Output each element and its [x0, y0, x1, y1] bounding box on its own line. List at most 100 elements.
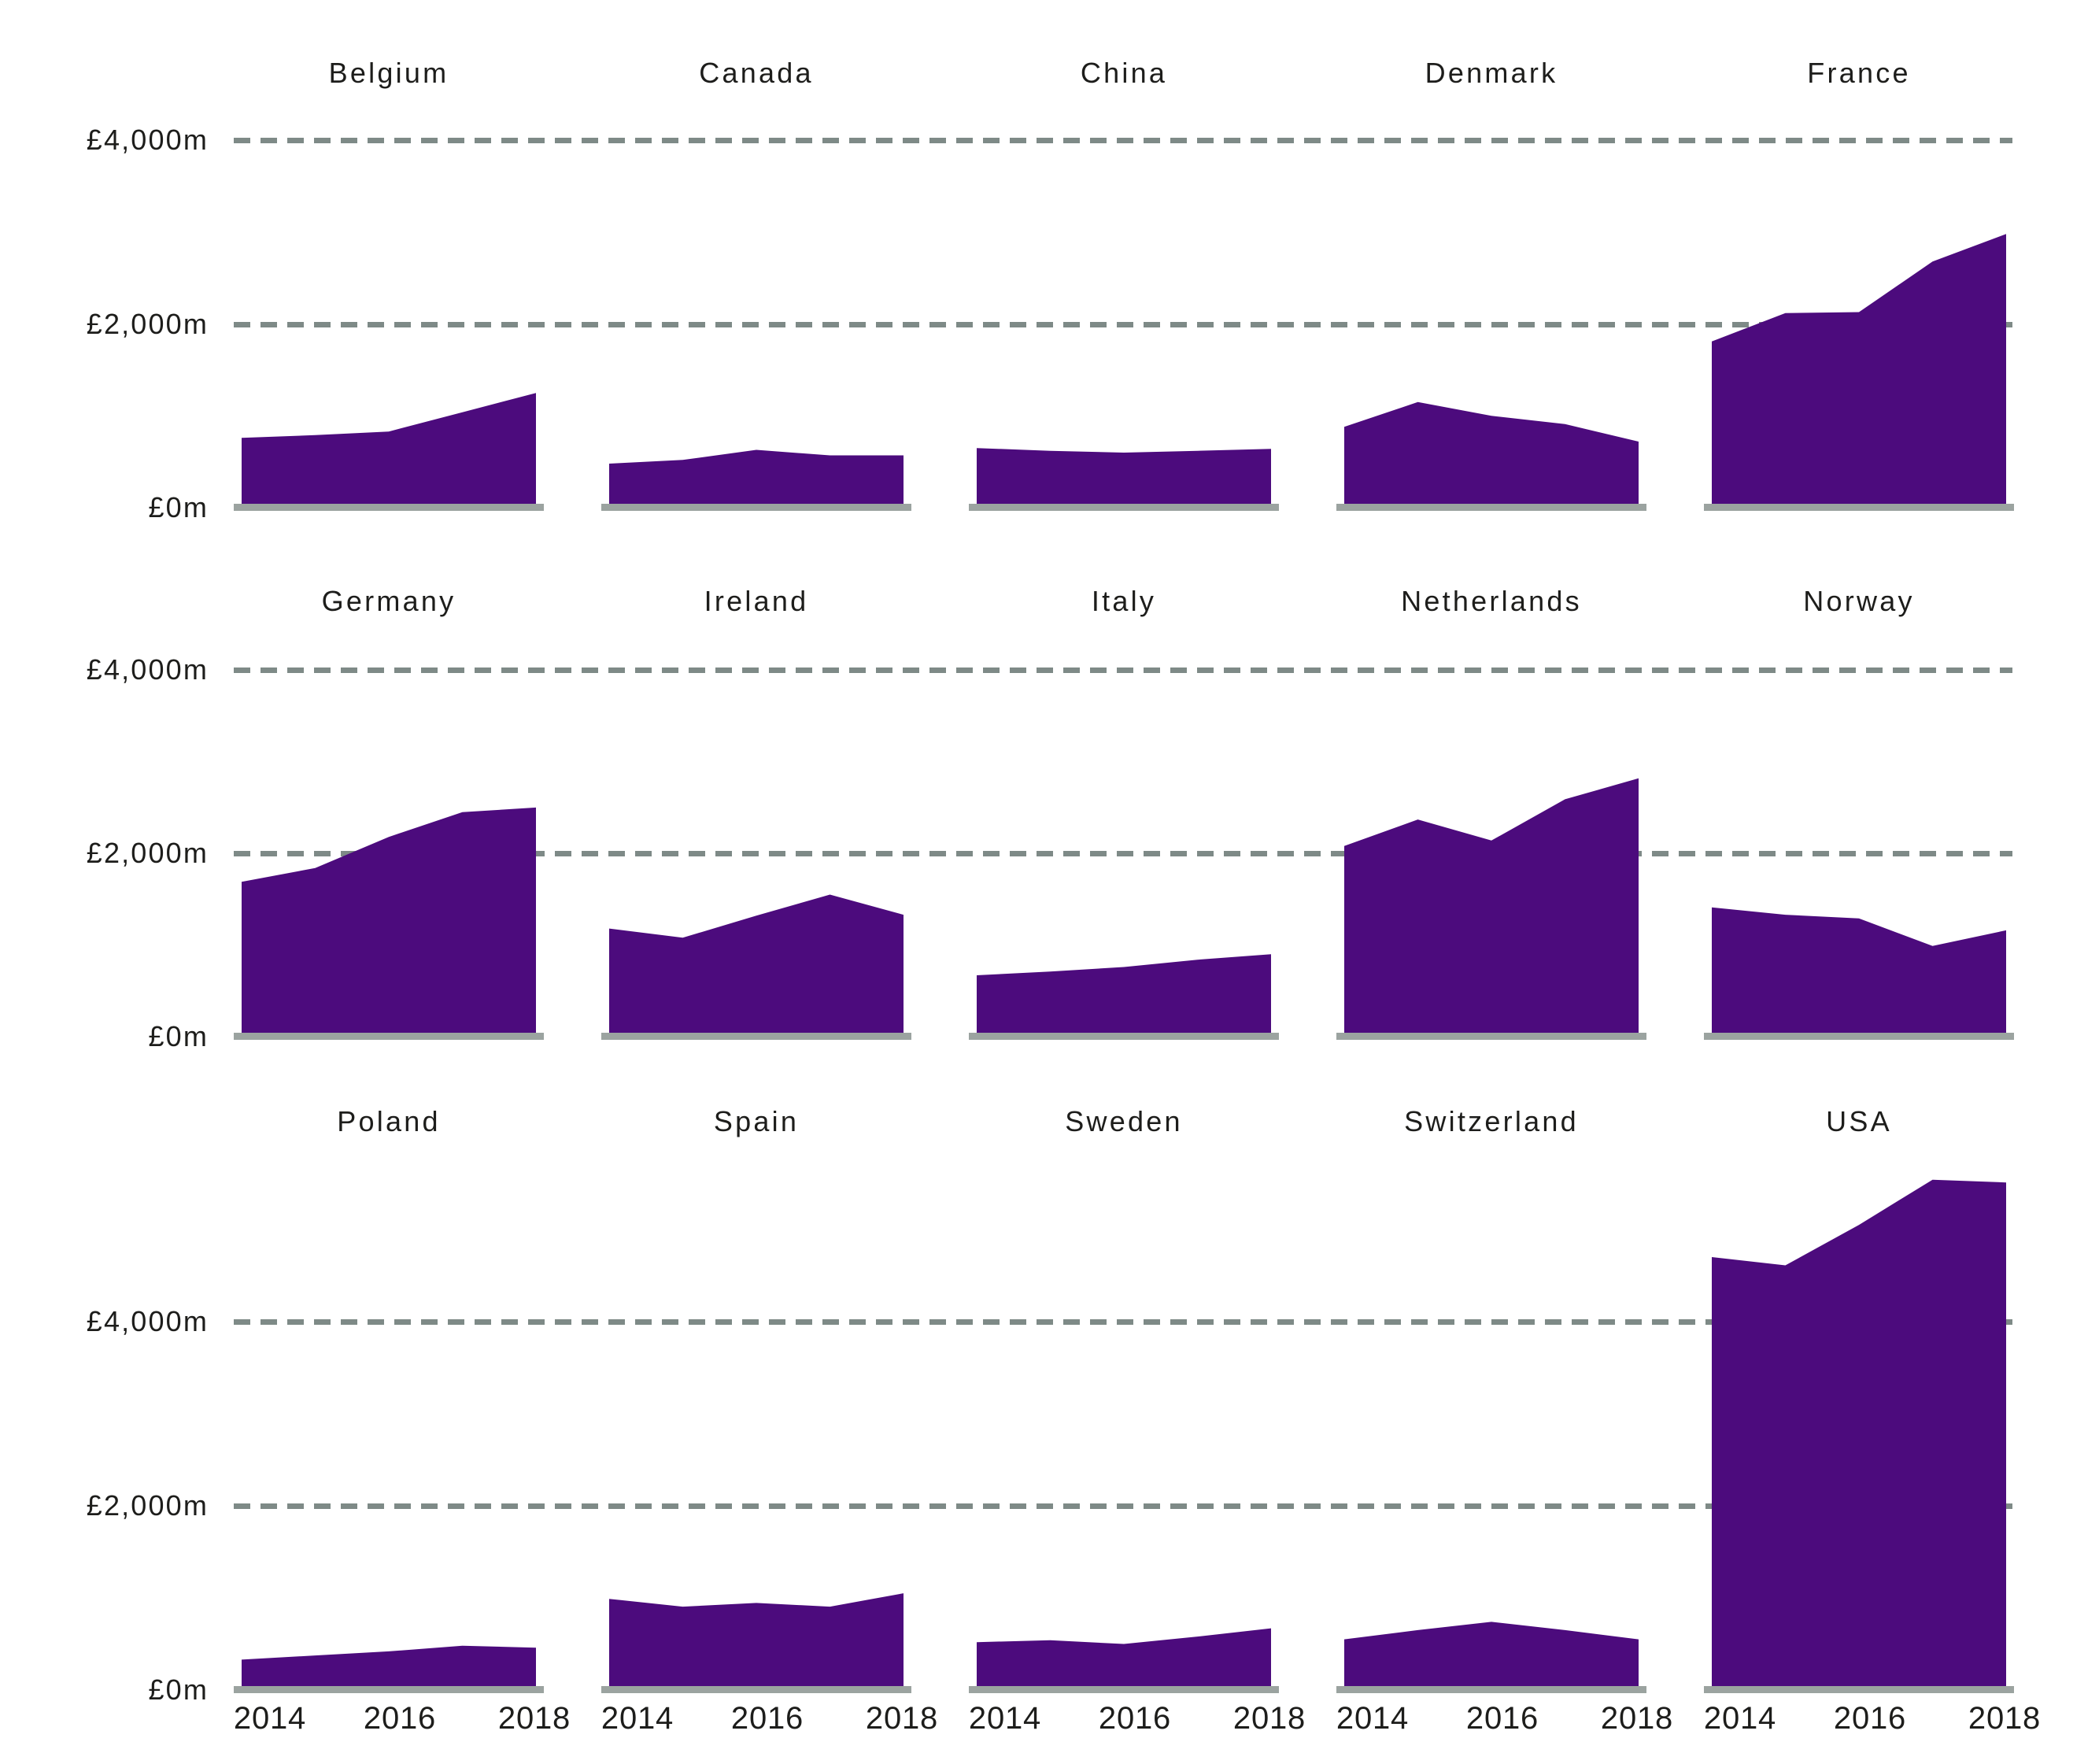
area-shape-belgium: [242, 393, 536, 508]
panel-usa: USA 2014 2016 2018: [1704, 1078, 2040, 1749]
x-axis-line-netherlands: [1336, 1033, 1646, 1040]
plot-area-canada: [601, 122, 911, 511]
x-tick-label-2018: 2018: [865, 1701, 939, 1736]
area-shape-switzerland: [1344, 1622, 1639, 1690]
x-tick-label-2018: 2018: [497, 1701, 571, 1736]
area-shape-netherlands: [1344, 778, 1639, 1037]
panel-title-china: China: [1080, 56, 1168, 89]
x-tick-label-2014: 2014: [1336, 1701, 1410, 1736]
facet-row-2: £2,000m £4,000m £0m Germany Ireland Italy Neth…: [0, 551, 2099, 1052]
area-svg-germany: [242, 807, 536, 1037]
area-shape-denmark: [1344, 401, 1639, 508]
y-axis-label-4000m: £4,000m: [86, 124, 209, 157]
x-axis-line-france: [1704, 504, 2014, 511]
x-axis-line-sweden: [969, 1686, 1279, 1693]
x-axis-line-germany: [234, 1033, 544, 1040]
panel-title-belgium: Belgium: [328, 56, 449, 89]
x-tick-label-2014: 2014: [233, 1701, 307, 1736]
plot-area-china: [969, 122, 1279, 511]
y-axis-label-2000m: £2,000m: [86, 1488, 209, 1522]
x-tick-labels-usa: 2014 2016 2018: [1704, 1690, 2040, 1749]
x-tick-label-2016: 2016: [1098, 1701, 1172, 1736]
area-svg-denmark: [1344, 401, 1639, 508]
x-tick-label-2018: 2018: [1968, 1701, 2042, 1736]
y-axis-label-2000m: £2,000m: [86, 307, 209, 340]
area-shape-sweden: [977, 1628, 1271, 1690]
x-axis-line-spain: [601, 1686, 911, 1693]
y-axis-label-0m: £0m: [148, 491, 209, 523]
area-svg-netherlands: [1344, 778, 1639, 1037]
panel-belgium: Belgium: [234, 24, 544, 511]
plot-area-poland: [234, 1165, 544, 1693]
area-svg-france: [1712, 234, 2006, 508]
plot-area-italy: [969, 652, 1279, 1040]
area-shape-norway: [1712, 907, 2006, 1037]
area-svg-italy: [977, 954, 1271, 1037]
facet-row-1: £2,000m £4,000m £0m Belgium Canada China Denma…: [0, 24, 2099, 523]
panel-title-france: France: [1807, 56, 1911, 89]
plot-area-ireland: [601, 652, 911, 1040]
x-tick-label-2014: 2014: [601, 1701, 674, 1736]
panel-title-spain: Spain: [713, 1105, 800, 1137]
panel-switzerland: Switzerland 2014 2016 2018: [1336, 1078, 1672, 1749]
area-svg-switzerland: [1344, 1622, 1639, 1690]
panel-title-ireland: Ireland: [704, 585, 809, 617]
gridline-4000m: [234, 668, 2012, 674]
area-shape-spain: [609, 1593, 904, 1690]
x-axis-line-canada: [601, 504, 911, 511]
facet-cells: Poland 2014 2016 2018 Spain 2014 2016 2018 Swede…: [234, 1078, 2040, 1749]
panel-ireland: Ireland: [601, 551, 911, 1040]
area-shape-usa: [1712, 1179, 2006, 1690]
facet-cells: Germany Ireland Italy Netherlands Norway: [234, 551, 2014, 1040]
x-tick-label-2018: 2018: [1600, 1701, 1674, 1736]
panel-germany: Germany: [234, 551, 544, 1040]
x-tick-labels-sweden: 2014 2016 2018: [969, 1690, 1305, 1749]
plot-area-denmark: [1336, 122, 1646, 511]
plot-area-spain: [601, 1165, 911, 1693]
plot-area-norway: [1704, 652, 2014, 1040]
gridline-4000m: [234, 138, 2012, 144]
area-svg-spain: [609, 1593, 904, 1690]
panel-title-netherlands: Netherlands: [1401, 585, 1582, 617]
x-axis-line-usa: [1704, 1686, 2014, 1693]
area-svg-usa: [1712, 1179, 2006, 1690]
y-axis-label-0m: £0m: [148, 1673, 209, 1706]
area-shape-ireland: [609, 894, 904, 1037]
area-svg-canada: [609, 449, 904, 508]
facet-cells: Belgium Canada China Denmark France: [234, 24, 2014, 511]
panel-title-norway: Norway: [1803, 585, 1915, 617]
panel-title-switzerland: Switzerland: [1404, 1105, 1579, 1137]
x-tick-label-2014: 2014: [1703, 1701, 1777, 1736]
x-tick-label-2016: 2016: [1833, 1701, 1907, 1736]
x-tick-labels-spain: 2014 2016 2018: [601, 1690, 937, 1749]
gridline-2000m: [234, 851, 2012, 857]
area-svg-belgium: [242, 393, 536, 508]
x-axis-line-china: [969, 504, 1279, 511]
x-axis-line-switzerland: [1336, 1686, 1646, 1693]
plot-area-switzerland: [1336, 1165, 1646, 1693]
plot-area-france: [1704, 122, 2014, 511]
panel-title-usa: USA: [1826, 1105, 1892, 1137]
area-shape-poland: [242, 1645, 536, 1690]
x-axis-line-poland: [234, 1686, 544, 1693]
panel-france: France: [1704, 24, 2014, 511]
area-svg-sweden: [977, 1628, 1271, 1690]
area-svg-china: [977, 448, 1271, 508]
panel-italy: Italy: [969, 551, 1279, 1040]
area-shape-canada: [609, 449, 904, 508]
x-tick-labels-poland: 2014 2016 2018: [234, 1690, 570, 1749]
plot-area-sweden: [969, 1165, 1279, 1693]
panel-netherlands: Netherlands: [1336, 551, 1646, 1040]
x-tick-label-2018: 2018: [1232, 1701, 1306, 1736]
panel-title-denmark: Denmark: [1425, 56, 1558, 89]
panel-sweden: Sweden 2014 2016 2018: [969, 1078, 1305, 1749]
gridline-4000m: [234, 1318, 2012, 1325]
area-shape-france: [1712, 234, 2006, 508]
area-svg-ireland: [609, 894, 904, 1037]
panel-title-sweden: Sweden: [1065, 1105, 1183, 1137]
area-shape-italy: [977, 954, 1271, 1037]
y-axis-label-4000m: £4,000m: [86, 653, 209, 686]
panel-title-poland: Poland: [337, 1105, 441, 1137]
plot-area-germany: [234, 652, 544, 1040]
